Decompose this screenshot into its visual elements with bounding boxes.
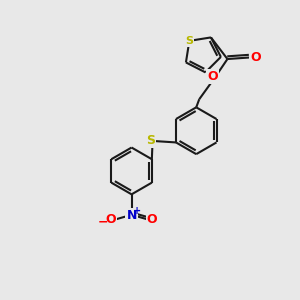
Text: O: O (207, 70, 218, 83)
Text: N: N (126, 209, 137, 222)
Text: O: O (106, 213, 116, 226)
Text: O: O (250, 51, 261, 64)
Text: S: S (185, 36, 193, 46)
Text: O: O (147, 213, 157, 226)
Text: −: − (98, 215, 108, 228)
Text: +: + (133, 206, 141, 215)
Text: S: S (146, 134, 155, 147)
